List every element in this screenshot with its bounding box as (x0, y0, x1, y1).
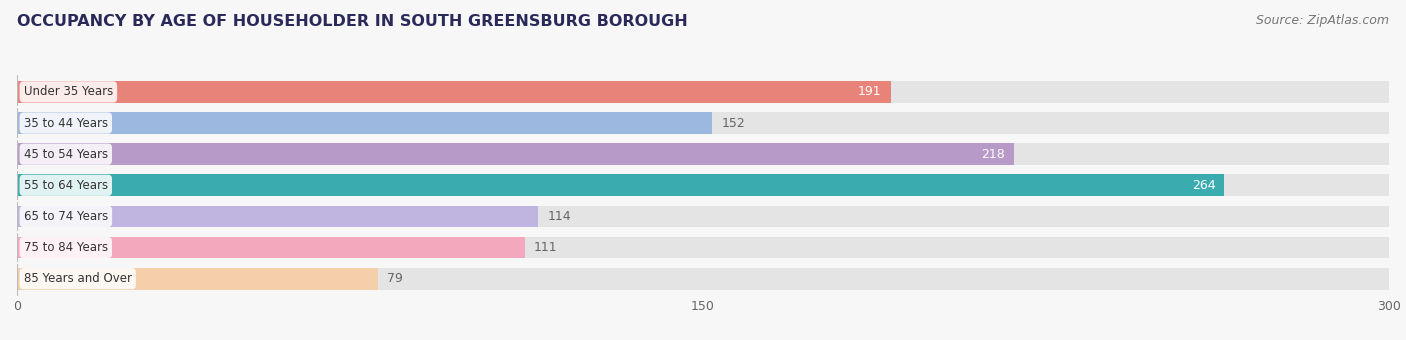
Bar (17, 237, 1389, 258)
Text: 114: 114 (547, 210, 571, 223)
Text: 45 to 54 Years: 45 to 54 Years (24, 148, 108, 161)
Text: 75 to 84 Years: 75 to 84 Years (24, 241, 108, 254)
Bar (17, 112, 1389, 134)
Text: 79: 79 (388, 272, 404, 285)
Text: 152: 152 (721, 117, 745, 130)
Text: 35 to 44 Years: 35 to 44 Years (24, 117, 108, 130)
Text: Source: ZipAtlas.com: Source: ZipAtlas.com (1256, 14, 1389, 27)
Bar (17, 143, 1389, 165)
Text: 111: 111 (534, 241, 557, 254)
Bar (17, 206, 1389, 227)
Bar (17, 174, 1389, 196)
Bar (17, 81, 890, 103)
Text: 85 Years and Over: 85 Years and Over (24, 272, 132, 285)
Bar (17, 268, 1389, 290)
Bar (17, 143, 1014, 165)
Bar (17, 237, 524, 258)
Text: 191: 191 (858, 85, 882, 98)
Bar (17, 206, 538, 227)
Text: 264: 264 (1192, 179, 1215, 192)
Bar (17, 268, 378, 290)
Text: 55 to 64 Years: 55 to 64 Years (24, 179, 108, 192)
Text: 65 to 74 Years: 65 to 74 Years (24, 210, 108, 223)
Bar (17, 112, 713, 134)
Text: OCCUPANCY BY AGE OF HOUSEHOLDER IN SOUTH GREENSBURG BOROUGH: OCCUPANCY BY AGE OF HOUSEHOLDER IN SOUTH… (17, 14, 688, 29)
Bar (17, 81, 1389, 103)
Text: Under 35 Years: Under 35 Years (24, 85, 112, 98)
Text: 218: 218 (981, 148, 1005, 161)
Bar (17, 174, 1225, 196)
